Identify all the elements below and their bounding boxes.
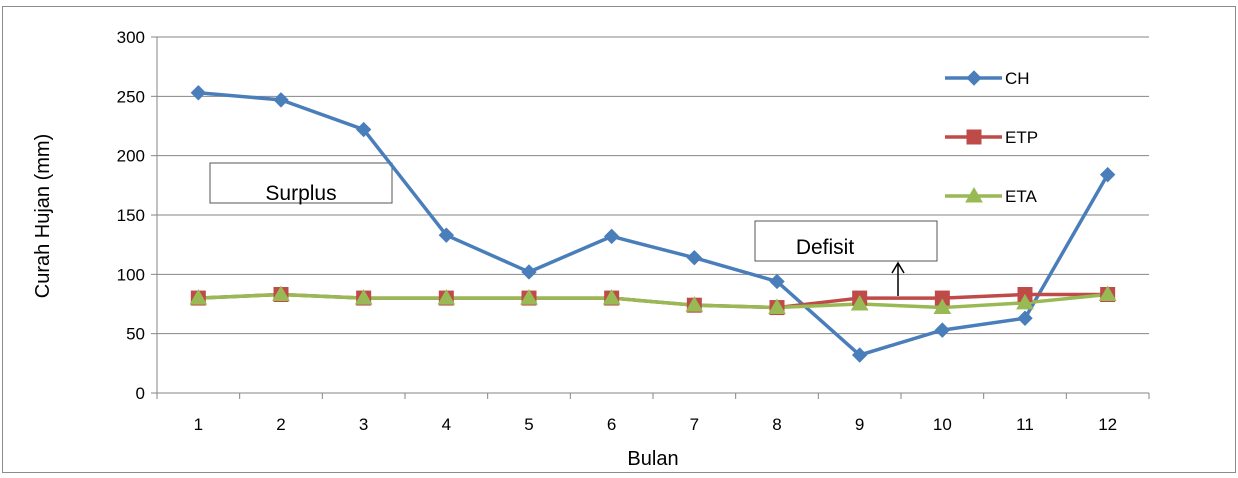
annotation-box (754, 220, 938, 262)
annotation-label: Surplus (265, 182, 336, 205)
y-axis-title: Curah Hujan (mm) (32, 134, 54, 298)
x-tick-label: 10 (933, 415, 952, 434)
y-tick-label: 200 (117, 147, 145, 166)
data-point-ch (934, 322, 951, 338)
y-tick-label: 150 (117, 206, 145, 225)
y-tick-label: 250 (117, 87, 145, 106)
legend-label-ch: CH (1005, 69, 1030, 88)
legend-marker-etp (966, 129, 982, 145)
data-point-eta (1098, 285, 1117, 302)
legend-marker-ch (966, 70, 982, 86)
data-point-ch (603, 228, 620, 245)
data-point-ch (1017, 310, 1033, 326)
data-point-eta (437, 289, 456, 305)
data-point-eta (354, 289, 373, 305)
x-axis-title: Bulan (627, 448, 678, 470)
data-point-ch (686, 250, 703, 266)
data-point-ch (438, 227, 455, 243)
data-point-eta (602, 289, 621, 305)
x-tick-label: 6 (607, 415, 616, 434)
y-tick-label: 300 (117, 28, 145, 47)
data-point-ch (190, 85, 207, 101)
legend-label-eta: ETA (1005, 187, 1037, 206)
x-tick-label: 1 (194, 415, 203, 434)
x-tick-label: 7 (690, 415, 699, 434)
data-point-eta (768, 298, 786, 315)
data-point-ch (521, 264, 537, 280)
x-tick-label: 3 (359, 415, 368, 434)
data-point-ch (851, 347, 868, 363)
deficit-arrow-head (891, 261, 905, 274)
data-point-eta (933, 298, 952, 315)
x-tick-label: 4 (442, 415, 451, 434)
data-point-ch (355, 121, 372, 138)
x-tick-label: 12 (1098, 415, 1117, 434)
y-tick-label: 100 (117, 265, 145, 284)
data-point-eta (520, 289, 538, 305)
data-point-eta (685, 296, 704, 312)
y-tick-label: 0 (136, 384, 145, 403)
x-tick-label: 2 (276, 415, 285, 434)
legend-label-etp: ETP (1005, 128, 1038, 147)
x-tick-label: 11 (1016, 415, 1034, 434)
data-point-eta (272, 285, 290, 302)
data-point-ch (769, 273, 785, 290)
data-point-ch (273, 92, 289, 108)
y-tick-label: 50 (126, 325, 145, 344)
series-line-eta (198, 292, 1108, 310)
annotation-box (209, 162, 393, 204)
x-tick-label: 9 (855, 415, 864, 434)
x-tick-label: 8 (772, 415, 781, 434)
data-point-eta (1016, 293, 1034, 310)
x-tick-label: 5 (524, 415, 533, 434)
data-point-eta (850, 294, 869, 311)
data-point-ch (1099, 166, 1116, 183)
legend-marker-eta (965, 186, 983, 203)
series-line-ch (198, 91, 1110, 357)
data-point-eta (189, 289, 208, 305)
annotation-label: Defisit (796, 236, 855, 259)
